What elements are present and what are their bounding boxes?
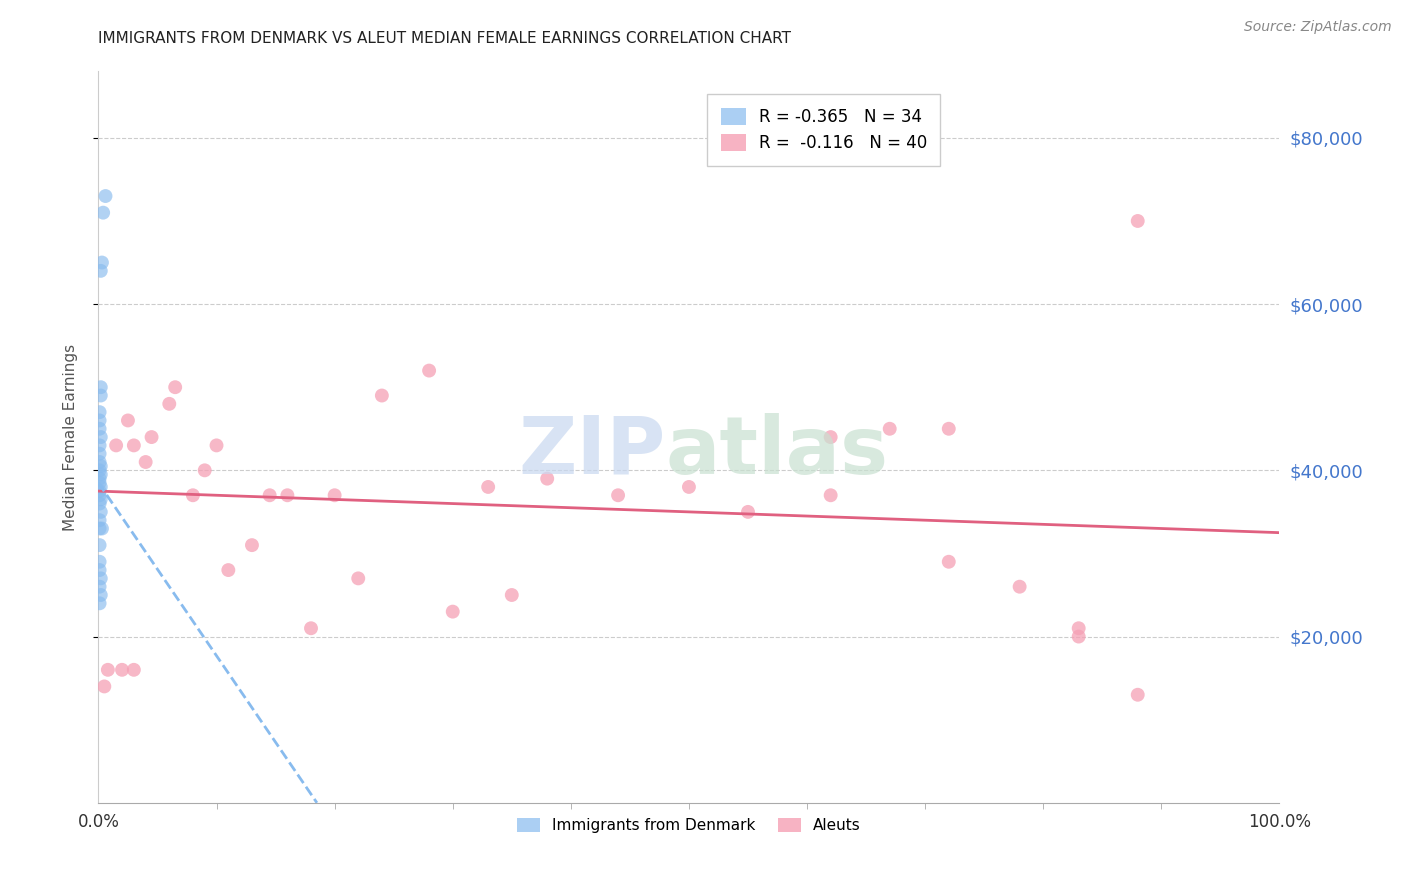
Text: IMMIGRANTS FROM DENMARK VS ALEUT MEDIAN FEMALE EARNINGS CORRELATION CHART: IMMIGRANTS FROM DENMARK VS ALEUT MEDIAN … bbox=[98, 31, 792, 46]
Point bbox=[157, 397, 180, 411]
Point bbox=[135, 455, 157, 469]
Point bbox=[240, 538, 263, 552]
Point bbox=[89, 538, 111, 552]
Point bbox=[117, 413, 139, 427]
Point bbox=[938, 422, 960, 436]
Point bbox=[89, 596, 111, 610]
Point bbox=[141, 430, 163, 444]
Point bbox=[371, 388, 394, 402]
Point bbox=[90, 588, 112, 602]
Point bbox=[89, 497, 111, 511]
Point bbox=[111, 663, 134, 677]
Point bbox=[94, 189, 117, 203]
Point bbox=[1067, 630, 1090, 644]
Point bbox=[89, 438, 111, 452]
Point bbox=[323, 488, 346, 502]
Point bbox=[607, 488, 630, 502]
Point bbox=[1067, 621, 1090, 635]
Point bbox=[1126, 214, 1149, 228]
Point bbox=[90, 505, 112, 519]
Point bbox=[678, 480, 700, 494]
Point bbox=[536, 472, 558, 486]
Text: Source: ZipAtlas.com: Source: ZipAtlas.com bbox=[1244, 20, 1392, 34]
Point bbox=[89, 422, 111, 436]
Point bbox=[89, 413, 111, 427]
Point bbox=[122, 438, 145, 452]
Point bbox=[477, 480, 499, 494]
Point bbox=[90, 430, 112, 444]
Legend: Immigrants from Denmark, Aleuts: Immigrants from Denmark, Aleuts bbox=[510, 812, 868, 839]
Point bbox=[89, 405, 111, 419]
Point bbox=[194, 463, 217, 477]
Point bbox=[205, 438, 228, 452]
Point bbox=[1126, 688, 1149, 702]
Point bbox=[90, 571, 112, 585]
Point bbox=[89, 563, 111, 577]
Point bbox=[89, 475, 111, 490]
Point bbox=[89, 521, 111, 535]
Point bbox=[276, 488, 298, 502]
Text: atlas: atlas bbox=[665, 413, 889, 491]
Point bbox=[181, 488, 204, 502]
Point bbox=[90, 459, 112, 474]
Point bbox=[90, 388, 112, 402]
Point bbox=[165, 380, 187, 394]
Text: ZIP: ZIP bbox=[517, 413, 665, 491]
Point bbox=[91, 255, 114, 269]
Point bbox=[737, 505, 759, 519]
Point bbox=[89, 447, 111, 461]
Point bbox=[91, 521, 114, 535]
Point bbox=[89, 484, 111, 499]
Point bbox=[418, 363, 440, 377]
Point bbox=[299, 621, 322, 635]
Point bbox=[217, 563, 239, 577]
Point bbox=[91, 205, 114, 219]
Point bbox=[90, 264, 112, 278]
Point bbox=[820, 488, 842, 502]
Point bbox=[89, 472, 111, 486]
Y-axis label: Median Female Earnings: Median Female Earnings bbox=[63, 343, 77, 531]
Point bbox=[501, 588, 523, 602]
Point bbox=[90, 492, 112, 507]
Point bbox=[89, 488, 111, 502]
Point bbox=[89, 463, 111, 477]
Point bbox=[90, 380, 112, 394]
Point bbox=[90, 467, 112, 482]
Point bbox=[122, 663, 145, 677]
Point bbox=[1008, 580, 1031, 594]
Point bbox=[105, 438, 128, 452]
Point bbox=[820, 430, 842, 444]
Point bbox=[97, 663, 120, 677]
Point bbox=[89, 455, 111, 469]
Point bbox=[259, 488, 281, 502]
Point bbox=[90, 480, 112, 494]
Point bbox=[879, 422, 901, 436]
Point bbox=[938, 555, 960, 569]
Point bbox=[89, 513, 111, 527]
Point bbox=[441, 605, 464, 619]
Point bbox=[347, 571, 370, 585]
Point bbox=[93, 680, 115, 694]
Point bbox=[89, 580, 111, 594]
Point bbox=[89, 555, 111, 569]
